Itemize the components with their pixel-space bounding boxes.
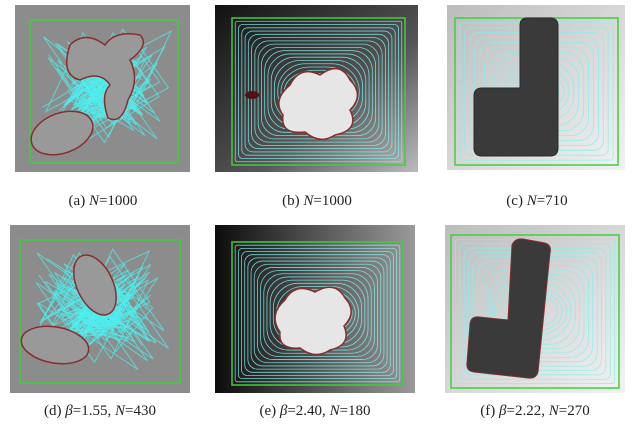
caption-part: =430 [125,403,156,419]
panel-image [447,5,625,170]
panel-image [215,225,415,393]
caption-part: =1000 [99,193,137,209]
figure: (a) N=1000 (b) N=1000 (c) N=710 (d) β=1.55,… [0,0,634,429]
caption: (c) N=710 [506,193,567,209]
caption: (b) N=1000 [282,193,352,209]
caption: (e) β=2.40, N=180 [259,403,370,419]
caption-part: =2.22, [507,403,549,419]
caption-part: =710 [537,193,568,209]
caption-part: =180 [340,403,371,419]
caption-part: (f) [480,403,499,419]
caption-part: (c) [506,193,526,209]
caption: (a) N=1000 [69,193,138,209]
panel-image [10,225,190,393]
caption-part: =1000 [313,193,351,209]
caption: (f) β=2.22, N=270 [480,403,589,419]
caption-part: =2.40, [287,403,329,419]
caption-part: (d) [44,403,65,419]
caption-part: (b) [282,193,303,209]
object [245,91,259,99]
panel-image [215,5,418,172]
object [275,287,351,354]
caption: (d) β=1.55, N=430 [44,403,156,419]
panel-image [445,225,625,393]
panel-image [15,5,190,172]
caption-part: (a) [69,193,89,209]
caption-part: =270 [559,403,590,419]
caption-part: =1.55, [73,403,115,419]
caption-part: (e) [259,403,279,419]
